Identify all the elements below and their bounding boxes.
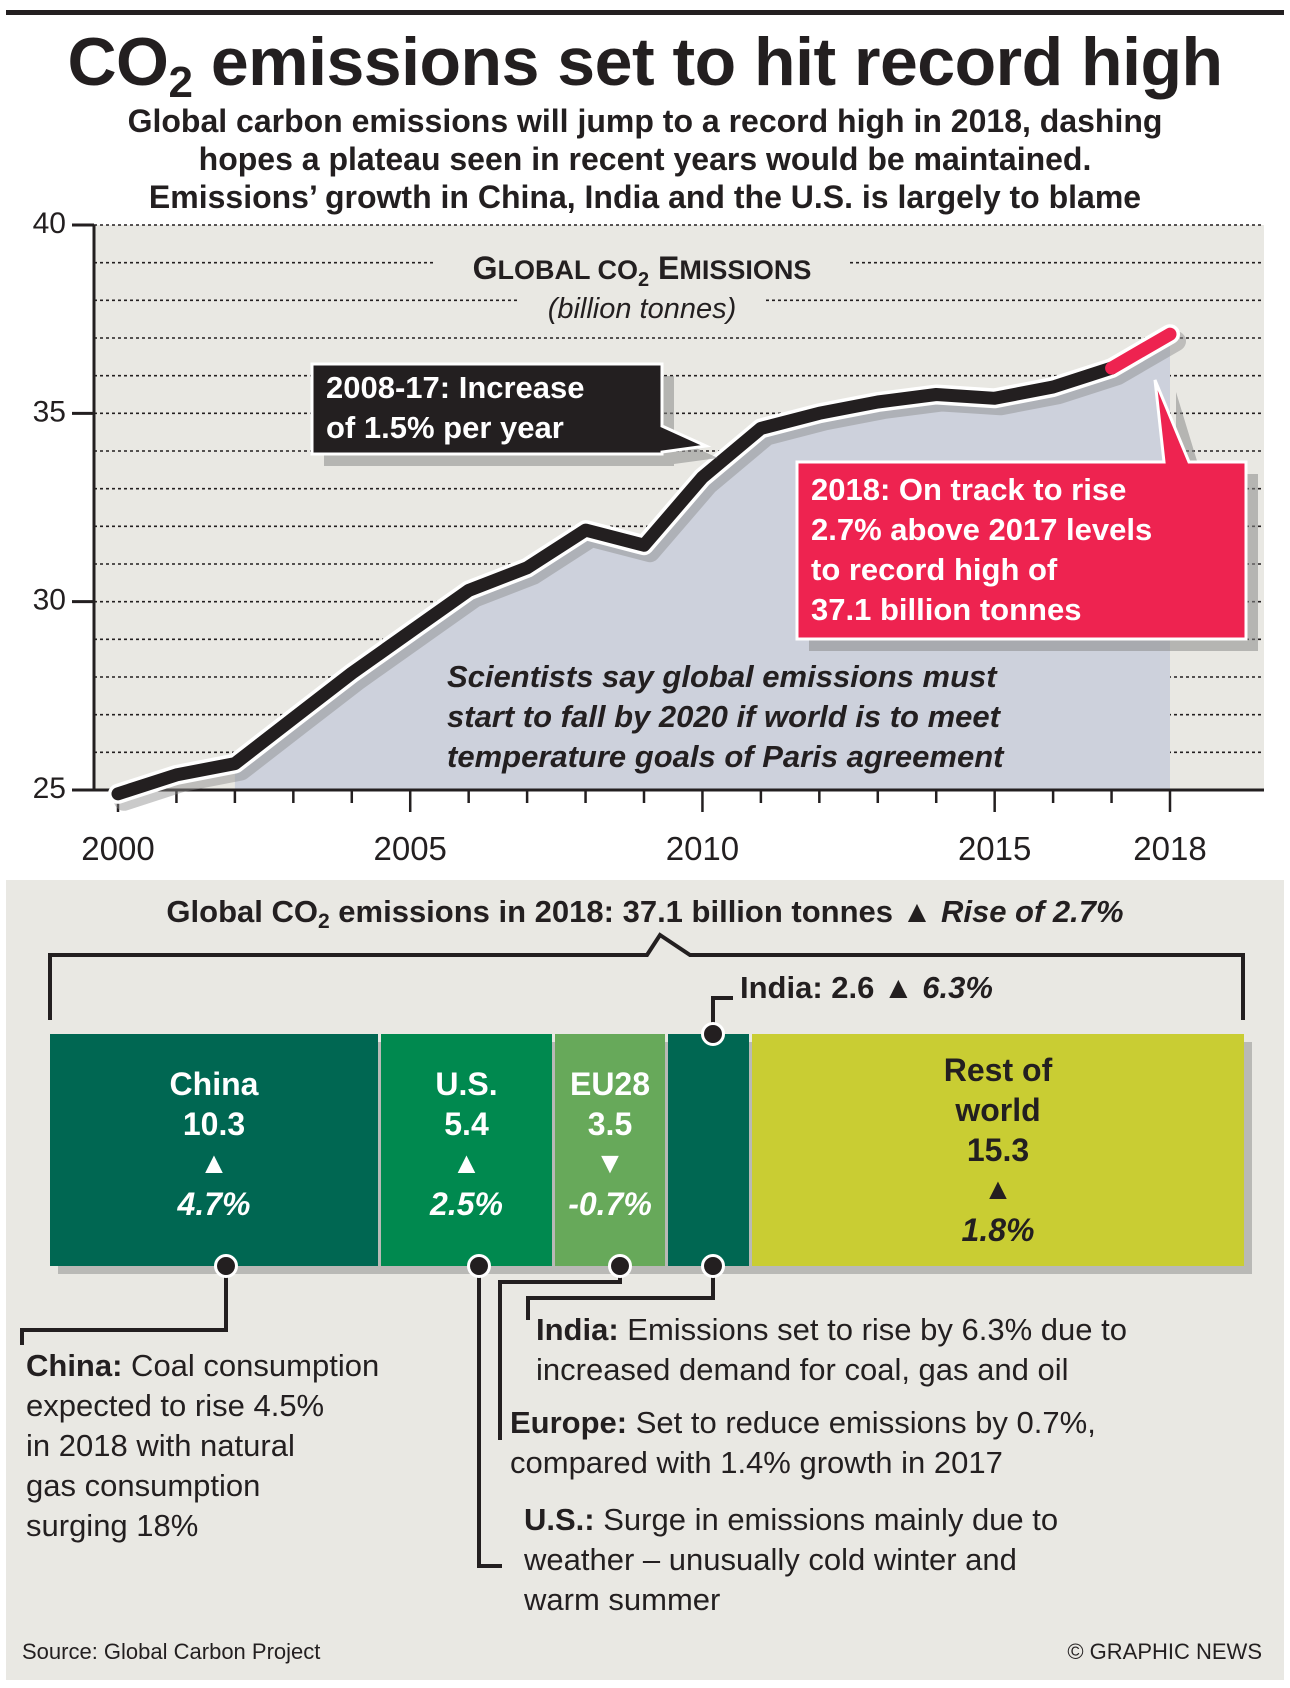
down-triangle-icon: ▼ xyxy=(595,1147,625,1180)
up-triangle-icon: ▲ xyxy=(882,970,923,1005)
x-axis-ticks: 2000 2005 2010 2015 2018 xyxy=(81,790,1207,867)
segment-eu28: EU28 3.5 ▼ -0.7% xyxy=(555,1034,665,1266)
connector-dot xyxy=(467,1254,491,1278)
x-tick-label: 2015 xyxy=(958,830,1031,867)
segment-name: Rest of xyxy=(943,1052,1053,1088)
top-rule xyxy=(6,10,1284,15)
rise-up-icon: ▲ xyxy=(901,894,933,929)
trend-callout-line: 2008-17: Increase xyxy=(326,370,585,405)
subtitle-line: Emissions’ growth in China, India and th… xyxy=(148,179,1142,215)
emissions-share-bar: China 10.3 ▲ 4.7% U.S. 5.4 ▲ 2.5% EU28 3.5 ▼ -0.7% R… xyxy=(50,1022,1244,1278)
x-tick-label: 2010 xyxy=(666,830,739,867)
segment-us: U.S. 5.4 ▲ 2.5% xyxy=(381,1034,552,1266)
trend-callout: 2008-17: Increase of 1.5% per year xyxy=(310,362,718,466)
y-tick-label: 30 xyxy=(33,584,66,617)
page-title: CO2 emissions set to hit record high xyxy=(67,24,1223,107)
segment-change: 1.8% xyxy=(961,1212,1035,1248)
emissions-2018-highlight xyxy=(1105,327,1177,375)
record-callout-line: 2018: On track to rise xyxy=(811,472,1126,507)
unit-label-backing xyxy=(520,288,764,326)
segment-name: world xyxy=(955,1092,1041,1128)
india-change: 6.3% xyxy=(922,970,993,1005)
up-triangle-icon: ▲ xyxy=(199,1147,229,1180)
note-europe: Europe: Set to reduce emissions by 0.7%,… xyxy=(510,1405,1096,1480)
segment-change: 2.5% xyxy=(430,1186,503,1222)
chart-title-backing xyxy=(436,248,848,292)
segment-value: 5.4 xyxy=(444,1106,489,1142)
record-callout-line: 37.1 billion tonnes xyxy=(811,592,1081,627)
record-callout-line: 2.7% above 2017 levels xyxy=(811,512,1152,547)
y-tick-label: 35 xyxy=(33,395,66,428)
breakdown-rise: Rise of 2.7% xyxy=(940,894,1124,929)
up-triangle-icon: ▲ xyxy=(451,1147,482,1180)
segment-name: EU28 xyxy=(569,1066,651,1102)
segment-china: China 10.3 ▲ 4.7% xyxy=(50,1034,378,1266)
scientists-note-line: temperature goals of Paris agreement xyxy=(447,739,1005,774)
chart-unit-label: (billion tonnes) xyxy=(548,293,737,325)
x-tick-label: 2018 xyxy=(1133,830,1206,867)
segment-name: U.S. xyxy=(435,1066,498,1102)
x-tick-label: 2005 xyxy=(374,830,447,867)
segment-india xyxy=(668,1034,749,1266)
segment-change: -0.7% xyxy=(568,1186,652,1222)
emissions-area xyxy=(234,334,1170,790)
up-triangle-icon: ▲ xyxy=(983,1173,1013,1206)
connector-dot xyxy=(701,1254,725,1278)
publisher-credit: © GRAPHIC NEWS xyxy=(1067,1639,1262,1664)
subtitle-line: hopes a plateau seen in recent years wou… xyxy=(198,141,1092,177)
connector-dot xyxy=(608,1254,632,1278)
segment-name: China xyxy=(169,1066,259,1102)
y-tick-label: 40 xyxy=(33,207,66,240)
record-callout-line: to record high of xyxy=(811,552,1058,587)
segment-value: 10.3 xyxy=(182,1106,246,1142)
subtitle-line: Global carbon emissions will jump to a r… xyxy=(127,103,1163,139)
x-tick-label: 2000 xyxy=(81,830,154,867)
y-tick-label: 25 xyxy=(33,772,66,805)
trend-callout-line: of 1.5% per year xyxy=(326,410,564,445)
segment-value: 15.3 xyxy=(966,1132,1030,1168)
india-label: India: 2.6 ▲ 6.3% xyxy=(740,968,993,1008)
note-us: U.S.: Surge in emissions mainly due to w… xyxy=(524,1502,1059,1617)
segment-value: 3.5 xyxy=(587,1106,633,1142)
source-credit: Source: Global Carbon Project xyxy=(22,1639,321,1664)
scientists-note-line: start to fall by 2020 if world is to mee… xyxy=(447,699,1002,734)
scientists-note-line: Scientists say global emissions must xyxy=(447,659,998,694)
segment-rest-of-world: Rest of world 15.3 ▲ 1.8% xyxy=(752,1034,1244,1266)
connector-dot xyxy=(214,1254,238,1278)
segment-change: 4.7% xyxy=(177,1186,251,1222)
y-axis-ticks: 25 30 35 40 xyxy=(33,207,94,805)
emissions-line xyxy=(111,361,1119,801)
connector-dot xyxy=(701,1022,725,1046)
india-label-text: India: 2.6 xyxy=(740,970,883,1005)
scientists-note: Scientists say global emissions must sta… xyxy=(447,659,1005,774)
breakdown-header: Global CO2 emissions in 2018: 37.1 billi… xyxy=(166,894,1124,933)
note-india: India: Emissions set to rise by 6.3% due… xyxy=(536,1312,1127,1387)
page-subtitle: Global carbon emissions will jump to a r… xyxy=(20,102,1270,216)
note-china: China: Coal consumption expected to rise… xyxy=(26,1348,380,1543)
record-callout: 2018: On track to rise 2.7% above 2017 l… xyxy=(795,379,1258,651)
